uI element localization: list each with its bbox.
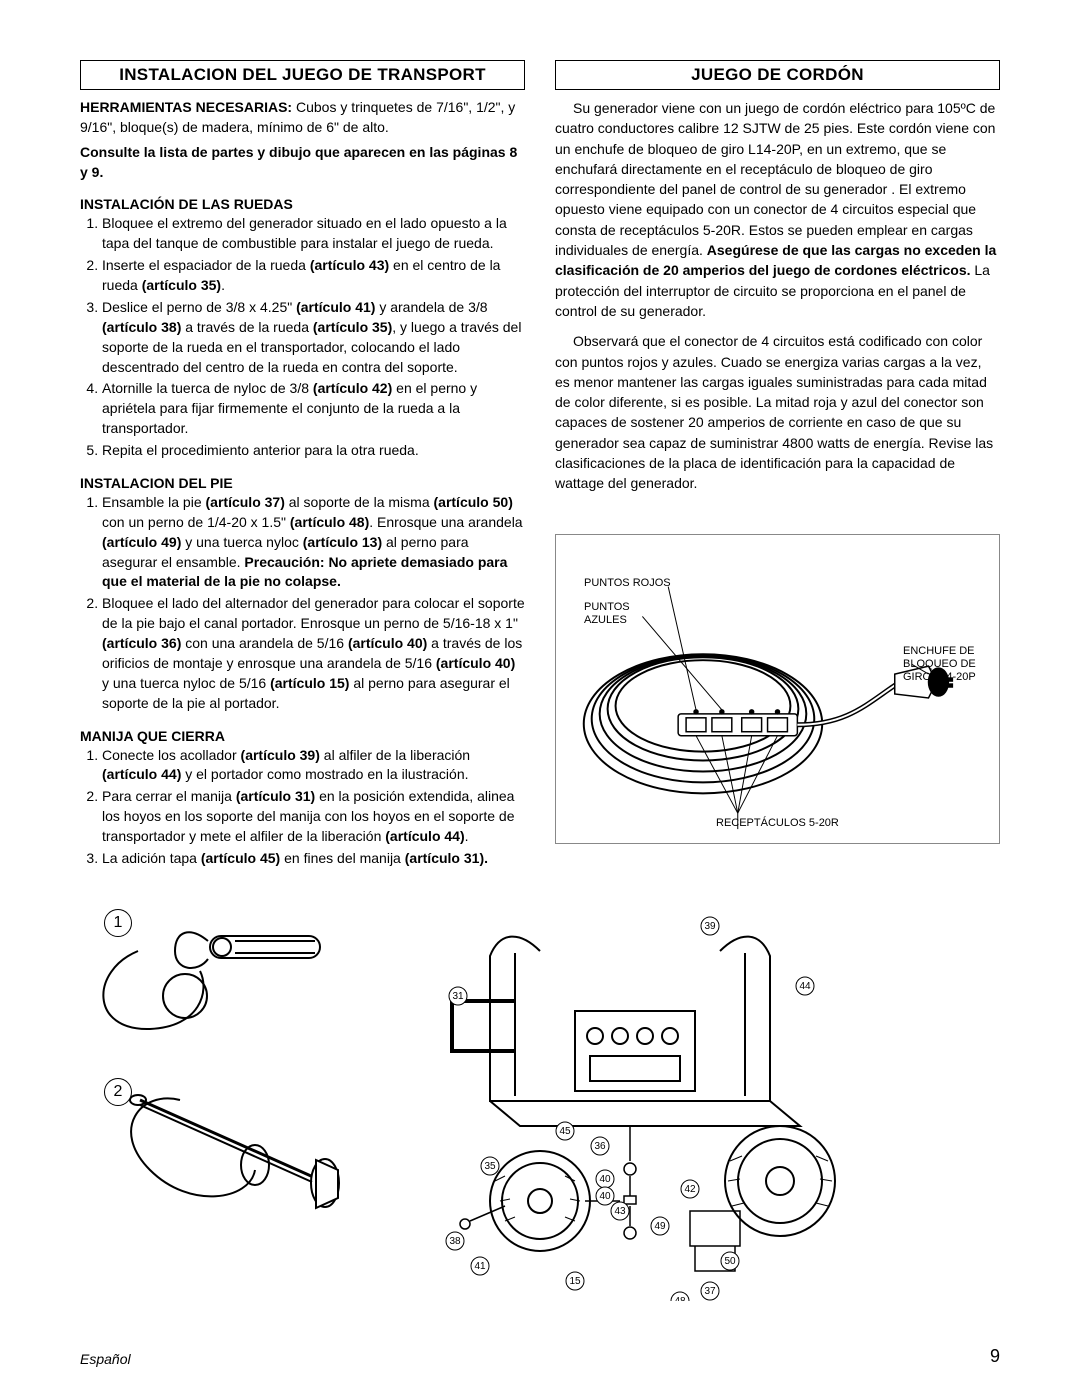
tools-line: HERRAMIENTAS NECESARIAS: Cubos y trinque… (80, 98, 525, 137)
list-item: Bloquee el lado del alternador del gener… (102, 594, 525, 713)
list-item: Conecte los acollador (artículo 39) al a… (102, 746, 525, 786)
figure-1: 1 (80, 901, 340, 1046)
list-item: Para cerrar el manija (artículo 31) en l… (102, 787, 525, 847)
svg-text:44: 44 (799, 981, 811, 992)
cord-diagram: PUNTOS ROJOS PUNTOS AZULES ENCHUFE DE BL… (555, 534, 1000, 844)
consult-line: Consulte la lista de partes y dibujo que… (80, 143, 525, 182)
svg-text:35: 35 (484, 1161, 496, 1172)
list-item: Atornille la tuerca de nyloc de 3/8 (art… (102, 379, 525, 439)
svg-text:37: 37 (704, 1286, 716, 1297)
svg-text:49: 49 (654, 1221, 666, 1232)
svg-text:40: 40 (599, 1191, 611, 1202)
svg-text:41: 41 (474, 1261, 486, 1272)
left-column: INSTALACION DEL JUEGO DE TRANSPORT HERRA… (80, 60, 525, 871)
svg-text:38: 38 (449, 1236, 461, 1247)
foot-list: Ensamble la pie (artículo 37) al soporte… (80, 493, 525, 714)
right-section-title: JUEGO DE CORDÓN (555, 60, 1000, 90)
small-figures: 1 2 (80, 901, 340, 1235)
label-puntos-azules: PUNTOS AZULES (584, 601, 644, 627)
tools-label: HERRAMIENTAS NECESARIAS: (80, 99, 292, 115)
figure-2-number: 2 (104, 1078, 132, 1106)
label-plug: ENCHUFE DE BLOQUEO DE GIRO L14-20P (903, 645, 993, 685)
footer-language: Español (80, 1351, 131, 1367)
label-receptacles: RECEPTÁCULOS 5-20R (716, 817, 839, 830)
figure-2: 2 (80, 1070, 340, 1235)
svg-text:42: 42 (684, 1184, 696, 1195)
svg-text:39: 39 (704, 921, 716, 932)
right-para-1: Su generador viene con un juego de cordó… (555, 98, 1000, 321)
handle-list: Conecte los acollador (artículo 39) al a… (80, 746, 525, 869)
exploded-svg: 3139444536354043384115494250374840 (380, 901, 1000, 1301)
svg-text:36: 36 (594, 1141, 606, 1152)
right-column: JUEGO DE CORDÓN Su generador viene con u… (555, 60, 1000, 871)
list-item: Deslice el perno de 3/8 x 4.25" (artícul… (102, 298, 525, 378)
svg-text:50: 50 (724, 1256, 736, 1267)
wheels-list: Bloquee el extremo del generador situado… (80, 214, 525, 461)
wheels-heading: INSTALACIÓN DE LAS RUEDAS (80, 196, 525, 212)
footer-page-number: 9 (990, 1346, 1000, 1367)
label-puntos-rojos: PUNTOS ROJOS (584, 577, 671, 590)
list-item: La adición tapa (artículo 45) en fines d… (102, 849, 525, 869)
svg-text:48: 48 (674, 1296, 686, 1301)
list-item: Bloquee el extremo del generador situado… (102, 214, 525, 254)
svg-text:15: 15 (569, 1276, 581, 1287)
svg-text:31: 31 (452, 991, 464, 1002)
lower-diagrams: 1 2 (80, 901, 1000, 1301)
list-item: Repita el procedimiento anterior para la… (102, 441, 525, 461)
svg-text:40: 40 (599, 1174, 611, 1185)
handle-heading: MANIJA QUE CIERRA (80, 728, 525, 744)
right-para-2: Observará que el conector de 4 circuitos… (555, 331, 1000, 493)
left-section-title: INSTALACION DEL JUEGO DE TRANSPORT (80, 60, 525, 90)
foot-heading: INSTALACION DEL PIE (80, 475, 525, 491)
figure-1-number: 1 (104, 909, 132, 937)
exploded-view: 3139444536354043384115494250374840 (380, 901, 1000, 1301)
svg-text:45: 45 (559, 1126, 571, 1137)
svg-text:43: 43 (614, 1206, 626, 1217)
list-item: Inserte el espaciador de la rueda (artíc… (102, 256, 525, 296)
list-item: Ensamble la pie (artículo 37) al soporte… (102, 493, 525, 592)
